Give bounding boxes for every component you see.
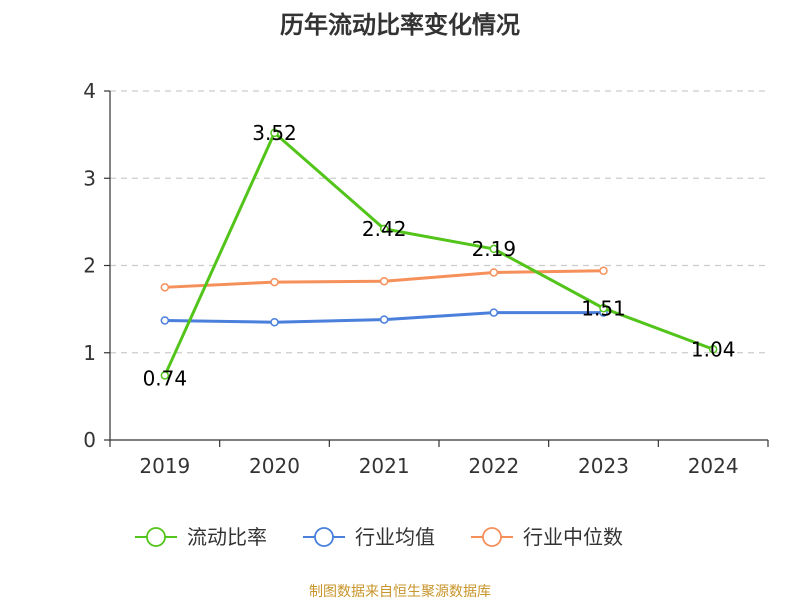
series-line-0 — [163, 131, 714, 377]
axes: 0 1 2 3 4 2019 2020 2021 2022 2023 2024 — [83, 79, 769, 478]
y-tick-label-3: 3 — [83, 166, 96, 190]
data-point-0-2022 — [489, 244, 499, 254]
data-point-2-2019 — [160, 283, 170, 292]
x-tick-label-2021: 2021 — [359, 454, 410, 478]
gridlines — [110, 90, 768, 354]
x-tick-label-2020: 2020 — [249, 454, 300, 478]
data-point-0-2020 — [270, 128, 279, 138]
legend-marker-0 — [146, 527, 166, 547]
data-point-0-2023 — [599, 304, 608, 313]
data-point-0-2019 — [160, 371, 170, 380]
legend-item-1: 行业均值 — [303, 525, 435, 549]
data-label-2022: 2.19 — [472, 237, 517, 261]
data-point-0-2024 — [708, 345, 718, 354]
data-point-1-2019 — [160, 316, 170, 325]
data-point-2-2022 — [489, 268, 499, 277]
legend: 流动比率 行业均值 行业中位数 — [135, 525, 623, 549]
data-labels: 0.74 3.52 2.42 2.19 1.51 1.04 — [143, 121, 736, 391]
series-group — [160, 128, 718, 380]
data-point-2-2023 — [599, 266, 608, 275]
legend-item-0: 流动比率 — [135, 525, 267, 549]
legend-marker-2 — [482, 527, 502, 547]
data-point-1-2021 — [379, 315, 389, 324]
data-label-2021: 2.42 — [362, 217, 407, 241]
data-label-2024: 1.04 — [691, 337, 736, 361]
x-tick-label-2019: 2019 — [139, 454, 190, 478]
y-tick-label-0: 0 — [83, 428, 96, 452]
data-point-1-2022 — [489, 308, 499, 317]
source-note: 制图数据来自恒生聚源数据库 — [309, 584, 491, 600]
data-label-2020: 3.52 — [252, 121, 297, 145]
legend-item-2: 行业中位数 — [471, 525, 623, 549]
legend-label-0: 流动比率 — [187, 525, 267, 549]
data-label-2019: 0.74 — [143, 366, 188, 390]
legend-label-2: 行业中位数 — [523, 525, 623, 549]
data-point-0-2021 — [379, 224, 389, 234]
data-point-1-2020 — [270, 317, 279, 327]
legend-marker-1 — [314, 527, 334, 547]
chart-title: 历年流动比率变化情况 — [280, 11, 520, 39]
y-tick-label-4: 4 — [83, 79, 96, 103]
data-point-2-2020 — [270, 277, 279, 287]
legend-label-1: 行业均值 — [355, 525, 435, 549]
y-tick-label-2: 2 — [83, 254, 96, 278]
data-label-2023: 1.51 — [581, 296, 626, 320]
x-tick-label-2022: 2022 — [468, 454, 519, 478]
y-tick-label-1: 1 — [83, 341, 96, 365]
x-tick-label-2024: 2024 — [688, 454, 739, 478]
x-tick-label-2023: 2023 — [578, 454, 629, 478]
data-point-2-2021 — [379, 276, 389, 286]
